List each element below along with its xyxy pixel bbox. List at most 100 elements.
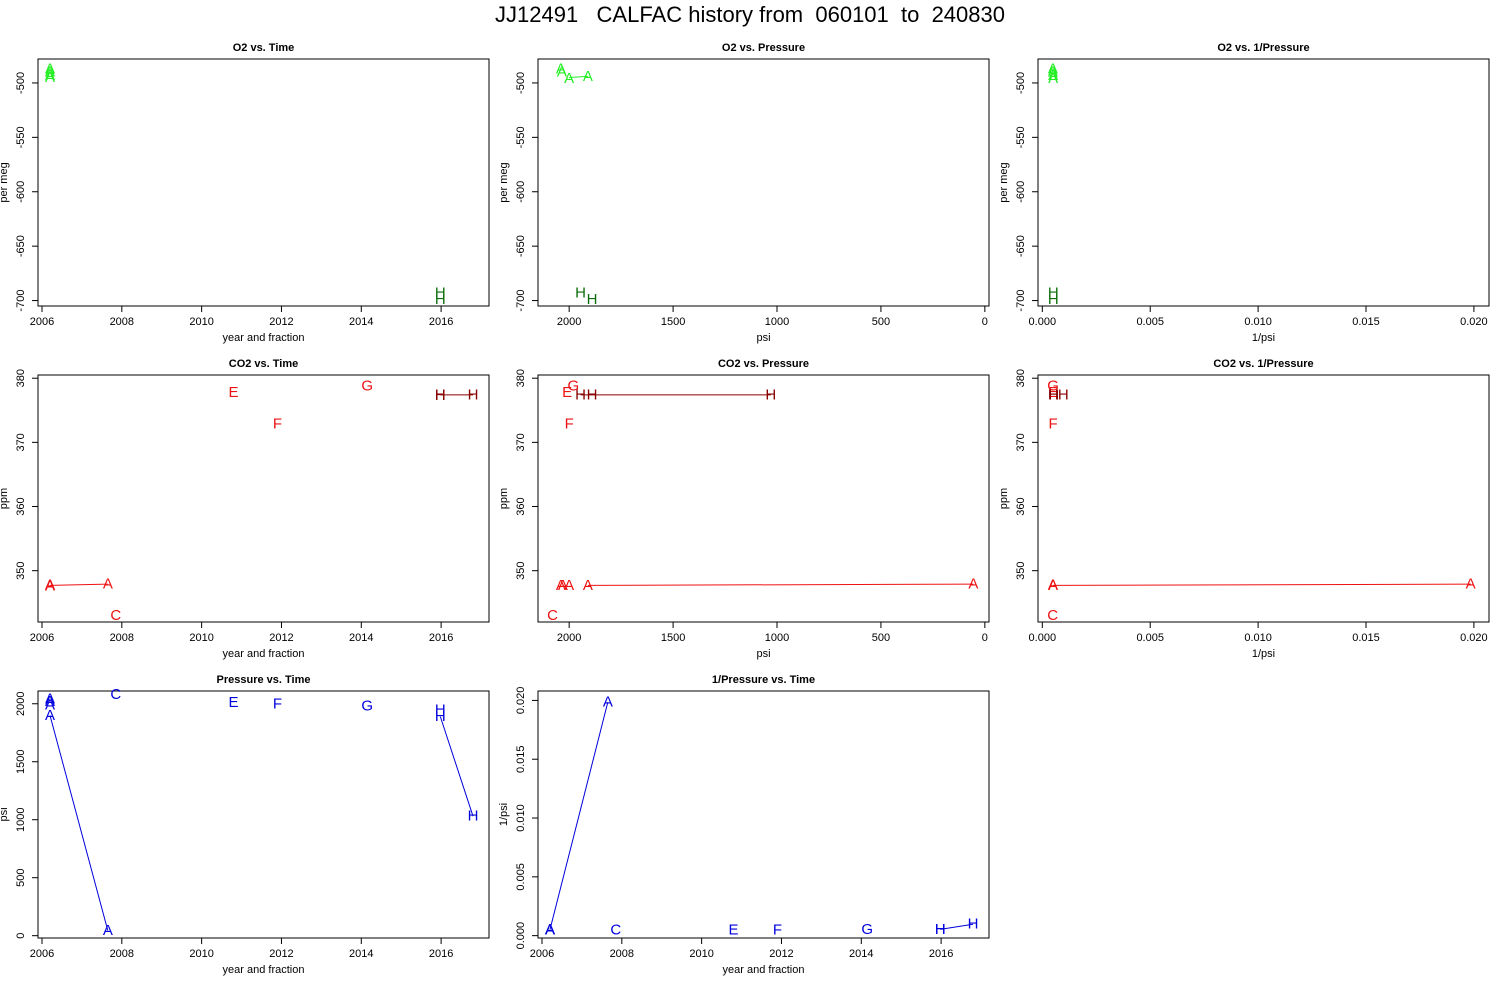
chart-panel-3: O2 vs. 1/Pressure 0.000 0.005 0.010 0.015 0.0…	[998, 42, 1490, 344]
series-line	[940, 923, 974, 930]
data-point: A	[45, 693, 55, 710]
chart-panel-6: CO2 vs. 1/Pressure 0.000 0.005 0.010 0.015 0.…	[998, 358, 1490, 660]
data-point: A	[1048, 576, 1058, 593]
y-tick-label: 0	[15, 933, 27, 939]
y-tick-label: 370	[1015, 433, 1027, 451]
y-tick-label: -500	[15, 72, 27, 94]
data-point: A	[45, 691, 55, 708]
data-point: A	[564, 577, 574, 594]
series-line	[569, 75, 588, 78]
data-point: H	[587, 291, 598, 308]
y-tick-label: 370	[15, 433, 27, 451]
y-tick-label: -700	[515, 290, 527, 312]
panel-title: CO2 vs. Time	[229, 358, 299, 370]
x-tick-label: 1500	[661, 316, 685, 328]
plot-frame	[1037, 58, 1490, 307]
panel-title: CO2 vs. 1/Pressure	[1213, 358, 1313, 370]
data-point: F	[565, 415, 574, 432]
data-point: A	[45, 696, 55, 713]
data-point: H	[468, 808, 479, 825]
y-tick-label: 360	[15, 497, 27, 515]
data-point: G	[1047, 377, 1059, 394]
chart-panel-5: CO2 vs. Pressure 2000 1500 1000 500 0 350 360 37…	[498, 358, 990, 660]
series-line	[587, 583, 974, 586]
data-point: H	[435, 291, 446, 308]
plot-frame	[537, 374, 990, 623]
x-tick-label: 2012	[269, 316, 293, 328]
x-tick-label: 0	[982, 632, 988, 644]
y-tick-label: 500	[15, 869, 27, 887]
data-point: E	[229, 694, 239, 711]
data-point: A	[45, 578, 55, 595]
data-point: F	[273, 695, 282, 712]
data-point: A	[45, 707, 55, 724]
data-point: A	[545, 921, 555, 938]
x-tick-label: 2012	[769, 948, 793, 960]
y-axis-label: per meg	[998, 162, 1010, 202]
data-point: A	[1048, 67, 1058, 84]
data-point: A	[45, 67, 55, 84]
x-tick-label: 0.005	[1136, 632, 1164, 644]
x-tick-label: 2006	[30, 316, 54, 328]
y-tick-label: 2000	[15, 692, 27, 716]
y-tick-label: -650	[15, 235, 27, 257]
y-tick-label: -500	[515, 72, 527, 94]
x-tick-label: 2008	[110, 948, 134, 960]
x-axis-label: year and fraction	[723, 964, 805, 976]
x-tick-label: 0.010	[1244, 632, 1272, 644]
data-point: H	[435, 386, 446, 403]
series-line	[549, 702, 609, 930]
x-tick-label: 500	[872, 632, 890, 644]
plot-frame	[37, 374, 490, 623]
data-point: A	[1048, 70, 1058, 87]
x-tick-label: 2014	[349, 948, 373, 960]
data-point: A	[45, 69, 55, 86]
y-tick-label: 380	[515, 369, 527, 387]
y-tick-label: 350	[1015, 561, 1027, 579]
data-point: A	[1466, 576, 1476, 593]
data-point: A	[103, 922, 113, 939]
data-point: H	[1048, 386, 1059, 403]
x-tick-label: 2012	[269, 632, 293, 644]
y-tick-label: -700	[15, 290, 27, 312]
x-tick-label: 2000	[557, 316, 581, 328]
x-tick-label: 2016	[429, 948, 453, 960]
x-tick-label: 2006	[30, 948, 54, 960]
y-tick-label: 370	[515, 433, 527, 451]
x-tick-label: 2016	[429, 632, 453, 644]
data-point: A	[556, 577, 566, 594]
plot-frame	[537, 690, 990, 939]
data-point: H	[575, 284, 586, 301]
x-tick-label: 0.000	[1029, 632, 1057, 644]
y-tick-label: -550	[515, 126, 527, 148]
x-axis-label: psi	[756, 332, 770, 344]
data-point: H	[1048, 386, 1059, 403]
panel-title: CO2 vs. Pressure	[718, 358, 809, 370]
panel-title: 1/Pressure vs. Time	[712, 674, 815, 686]
chart-panel-4: CO2 vs. Time 2006 2008 2010 2012 2014 2016 350 3…	[0, 358, 490, 660]
data-point: A	[45, 60, 55, 77]
data-point: H	[435, 284, 446, 301]
y-tick-label: -500	[1015, 72, 1027, 94]
data-point: A	[545, 921, 555, 938]
x-tick-label: 0.020	[1460, 316, 1488, 328]
plot-frame	[37, 58, 490, 307]
y-tick-label: -600	[1015, 181, 1027, 203]
data-point: H	[1048, 284, 1059, 301]
y-tick-label: -550	[15, 126, 27, 148]
data-point: C	[610, 922, 621, 939]
x-tick-label: 2010	[189, 316, 213, 328]
data-point: A	[968, 576, 978, 593]
x-tick-label: 2010	[689, 948, 713, 960]
y-axis-label: per meg	[0, 162, 10, 202]
y-tick-label: 0.005	[515, 863, 527, 891]
x-tick-label: 0.015	[1352, 632, 1380, 644]
panel-title: Pressure vs. Time	[217, 674, 311, 686]
data-point: C	[547, 607, 558, 624]
data-point: E	[562, 384, 572, 401]
data-point: H	[435, 708, 446, 725]
x-axis-label: 1/psi	[1252, 648, 1275, 660]
y-tick-label: 350	[15, 561, 27, 579]
x-tick-label: 2014	[349, 316, 373, 328]
